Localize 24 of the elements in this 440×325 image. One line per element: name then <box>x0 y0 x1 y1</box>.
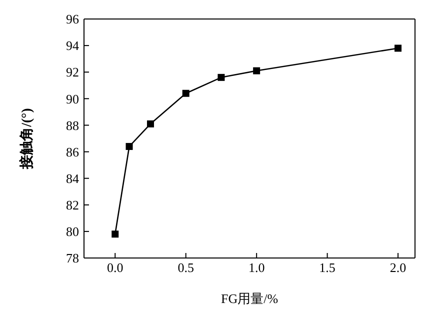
y-tick-label: 92 <box>66 64 79 80</box>
y-tick-label: 86 <box>66 144 80 160</box>
y-tick-label: 88 <box>66 118 79 133</box>
x-tick-label: 1.0 <box>248 260 265 276</box>
point <box>112 230 119 238</box>
x-tick-label: 0.5 <box>178 260 194 276</box>
point <box>253 67 260 74</box>
y-tick-label: 80 <box>66 224 79 240</box>
y-axis-title: 接触角/(°) <box>18 108 35 170</box>
x-tick-label: 2.0 <box>390 260 406 276</box>
y-tick-label: 90 <box>66 91 79 106</box>
y-tick-label: 94 <box>66 38 80 54</box>
point <box>146 120 154 128</box>
point <box>394 44 402 52</box>
point <box>218 74 225 81</box>
y-tick-label: 84 <box>66 170 80 186</box>
point <box>182 90 190 97</box>
y-tick-label: 82 <box>66 198 79 213</box>
x-tick-label: 1.5 <box>319 260 336 276</box>
point <box>126 142 133 150</box>
y-tick-label: 78 <box>66 250 79 266</box>
x-tick-label: 0.0 <box>106 260 124 276</box>
y-tick-label: 96 <box>66 12 80 27</box>
x-axis-title: FG用量/% <box>220 291 278 306</box>
